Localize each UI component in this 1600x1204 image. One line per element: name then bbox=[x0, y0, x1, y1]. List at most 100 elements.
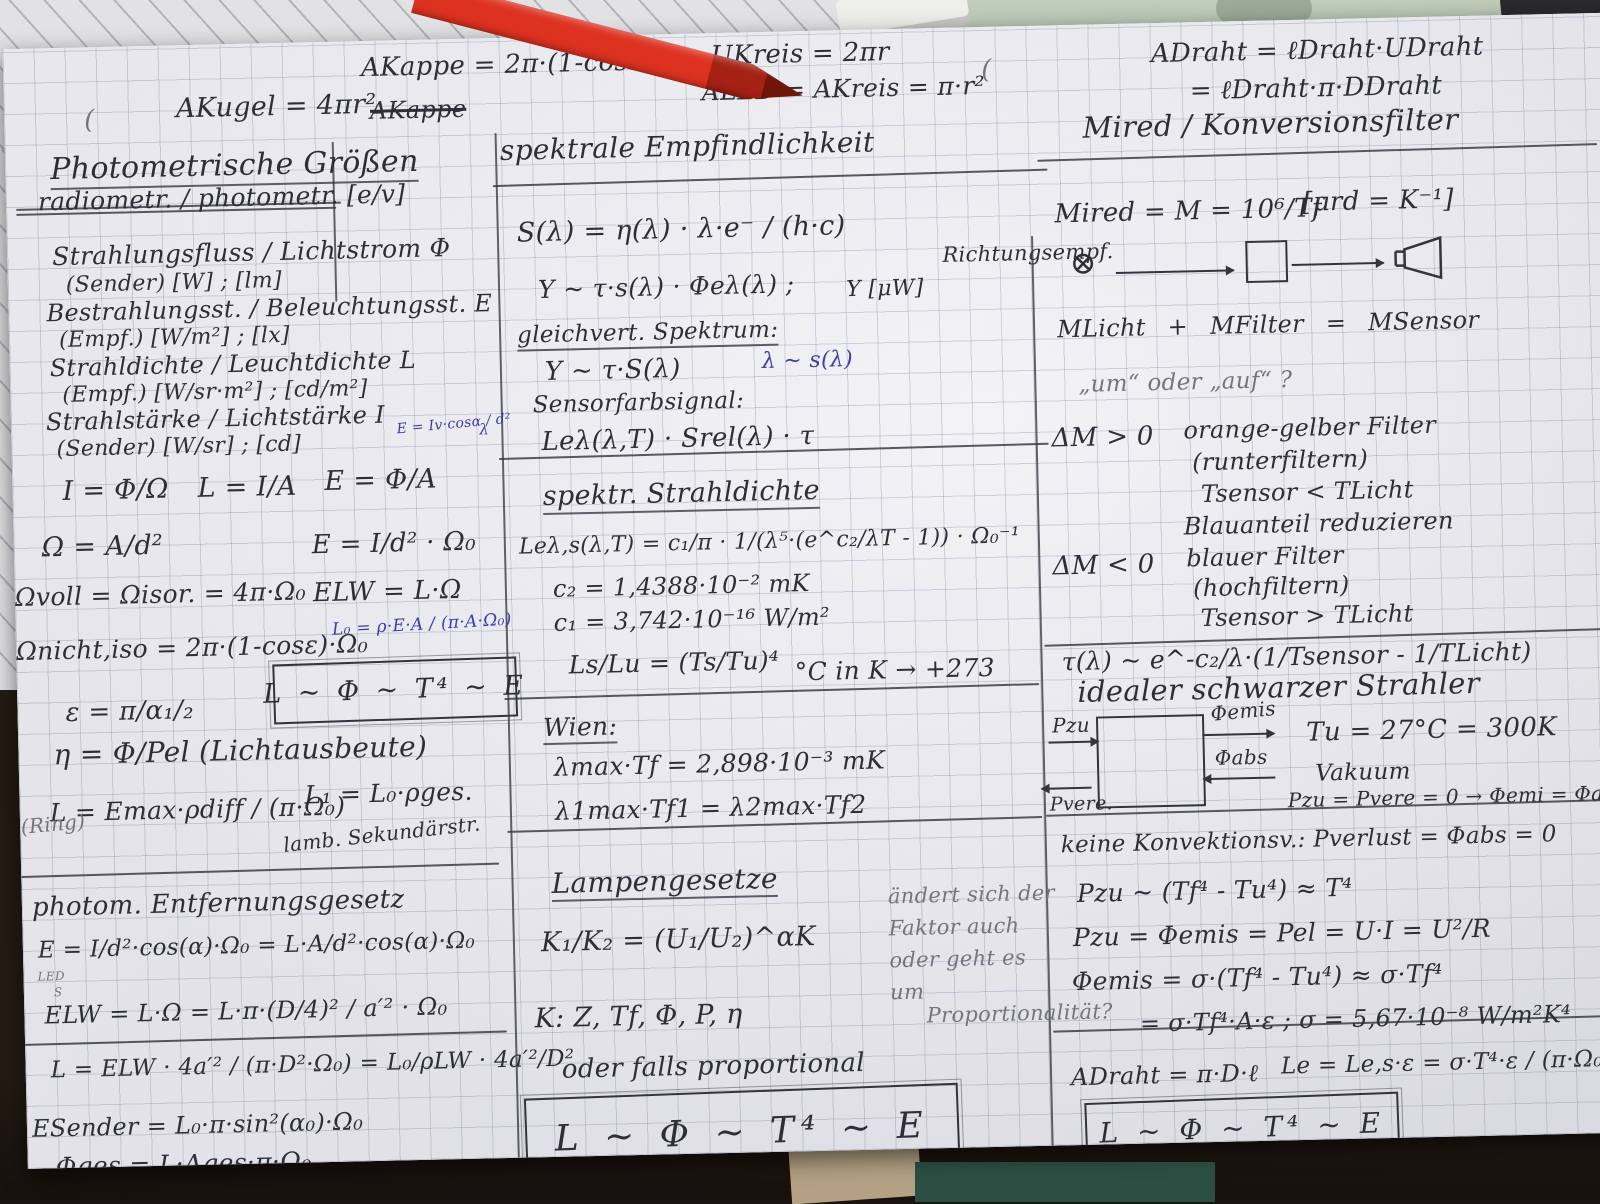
note-factor-question-4: um bbox=[890, 981, 925, 1004]
boxed-proportionality-left: L ~ Φ ~ T⁴ ~ E bbox=[272, 656, 518, 724]
label-orange-filter: orange-gelber Filter bbox=[1183, 413, 1436, 444]
formula-lamp-law: K₁/K₂ = (U₁/U₂)^αK bbox=[541, 923, 816, 958]
divider-line bbox=[493, 169, 1048, 187]
formula-distance-law: E = I/d²·cos(α)·Ω₀ = L·A/d²·cos(α)·Ω₀ bbox=[38, 929, 476, 963]
arrow-phi-abs-icon bbox=[1203, 777, 1275, 781]
note-factor-question-1: ändert sich der bbox=[888, 882, 1055, 908]
label-reduce-blue: Blauanteil reduzieren bbox=[1183, 508, 1454, 539]
subscript-s: S bbox=[54, 986, 63, 999]
formula-k-parameters: K: Z, Tf, Φ, P, η bbox=[534, 1001, 743, 1034]
section-title-wien: Wien: bbox=[543, 713, 618, 745]
formula-radiance: L = I/A bbox=[197, 473, 297, 504]
label-vacuum: Vakuum bbox=[1315, 759, 1411, 785]
formula-luminous-efficacy: η = Φ/Pel (Lichtausbeute) bbox=[53, 732, 427, 770]
formula-stefan-boltzmann: = σ·Tf⁴·A·ε ; σ = 5,67·10⁻⁸ W/m²K⁴ bbox=[1140, 1002, 1572, 1037]
formula-wien-displacement: λmax·Tf = 2,898·10⁻³ mK bbox=[554, 747, 886, 781]
formula-full-solid-angle: Ωvoll = Ωisor. = 4π·Ω₀ bbox=[15, 578, 306, 611]
divider-line bbox=[504, 683, 1039, 700]
divider-line bbox=[21, 863, 499, 878]
label-delta-m-positive: ΔM > 0 bbox=[1051, 423, 1154, 453]
teal-object-bottom bbox=[915, 1162, 1215, 1202]
formula-solid-angle: Ω = A/d² bbox=[42, 532, 164, 563]
note-lambda-margin: λ bbox=[479, 422, 489, 438]
formula-radiance-ratio: Ls/Lu = (Ts/Tu)⁴ bbox=[568, 648, 779, 679]
formula-sender-illuminance: ESender = L₀·π·sin²(α₀)·Ω₀ bbox=[32, 1109, 364, 1142]
formula-spectral-sensitivity: S(λ) = η(λ) · λ·e⁻ / (h·c) bbox=[517, 212, 846, 248]
label-or-if-proportional: oder falls proportional bbox=[562, 1050, 866, 1084]
label-filter-up: (hochfiltern) bbox=[1193, 573, 1350, 602]
arrow-filter-to-sensor-icon bbox=[1292, 262, 1384, 266]
label-ring: (Ring) bbox=[20, 811, 86, 838]
label-intensity-units: (Sender) [W/sr] ; [cd] bbox=[56, 433, 301, 462]
formula-non-iso-solid-angle: Ωnicht,iso = 2π·(1-cosε)·Ω₀ bbox=[16, 631, 368, 665]
section-title-spectral-radiance: spektr. Strahldichte bbox=[542, 477, 820, 516]
label-delta-m-negative: ΔM < 0 bbox=[1052, 551, 1155, 581]
label-flux-units: (Sender) [W] ; [lm] bbox=[66, 269, 282, 297]
formula-mired: Mired = M = 10⁶/Tf bbox=[1054, 195, 1322, 228]
formula-ring-luminance: L = Emax·ρdiff / (π·Ω₀) bbox=[50, 794, 346, 827]
label-phi-abs: Φabs bbox=[1215, 747, 1268, 769]
label-filter-down: (runterfiltern) bbox=[1192, 446, 1368, 475]
formula-wien-two-temps: λ1max·Tf1 = λ2max·Tf2 bbox=[555, 792, 867, 825]
section-title-distance-law: photom. Entfernungsgesetz bbox=[32, 886, 405, 922]
column-divider-left bbox=[495, 133, 520, 1158]
label-radiometric-photometric: radiometr. / photometr. [e/v] bbox=[38, 181, 406, 216]
label-p-in: Pzu bbox=[1052, 715, 1090, 737]
formula-wire-area-2: = ℓDraht·π·DDraht bbox=[1189, 73, 1442, 106]
divider-line bbox=[25, 1030, 507, 1045]
note-illuminance-cosine: E = Iv·cosα / d² bbox=[396, 412, 512, 437]
label-p-vere: Pvere. bbox=[1050, 794, 1113, 815]
formula-secondary-luminance: L₁ = L₀·ρges. bbox=[304, 779, 473, 809]
note-factor-question-2: Faktor auch bbox=[888, 914, 1019, 939]
subscript-led: LED bbox=[37, 970, 65, 983]
formula-emitted-flux: Φemis = σ·(Tf⁴ - Tu⁴) ≈ σ·Tf⁴ bbox=[1072, 961, 1443, 996]
label-y-units: Y [μW] bbox=[846, 276, 924, 301]
filter-box-icon bbox=[1245, 240, 1288, 283]
section-title-mired: Mired / Konversionsfilter bbox=[1082, 104, 1458, 143]
formula-sphere-area: AKugel = 4πr² bbox=[176, 91, 377, 124]
label-sensor-color-signal: Sensorfarbsignal: bbox=[532, 388, 744, 417]
note-um-oder-auf: „um“ oder „auf“ ? bbox=[1078, 368, 1292, 397]
formula-epsilon: ε = π/α₁/₂ bbox=[65, 697, 194, 727]
formula-elw-expanded: ELW = L·Ω = L·π·(D/4)² / a′² · Ω₀ bbox=[44, 994, 448, 1028]
label-blue-filter: blauer Filter bbox=[1186, 543, 1344, 572]
formula-wire-area-bottom: ADraht = π·D·ℓ bbox=[1071, 1061, 1259, 1090]
formula-irradiance: E = Φ/A bbox=[324, 465, 437, 496]
handwritten-formula-sheet: AKugel = 4πr² AKappe = 2π·(1-cosα)·r² AK… bbox=[3, 11, 1600, 1169]
note-lambda-s: λ ~ s(λ) bbox=[762, 348, 854, 373]
formula-planck-radiance: Leλ,s(λ,T) = c₁/π · 1/(λ⁵·(e^c₂/λT - 1))… bbox=[519, 524, 1021, 558]
formula-vacuum-condition: Pzu = Pvere = 0 → Φemi = Φabs bbox=[1288, 783, 1600, 812]
formula-intensity: I = Φ/Ω bbox=[62, 476, 169, 507]
section-title-lamp-laws: Lampengesetze bbox=[551, 864, 778, 903]
paren-mark: ( bbox=[981, 57, 992, 85]
note-factor-question-5: Proportionalität? bbox=[926, 1000, 1112, 1026]
label-mired-units: [μrd = K⁻¹] bbox=[1302, 186, 1454, 217]
section-title-black-body: idealer schwarzer Strahler bbox=[1077, 668, 1480, 708]
section-title-spectral-sensitivity: spektrale Empfindlichkeit bbox=[500, 127, 875, 165]
label-radiant-flux: Strahlungsfluss / Lichtstrom Φ bbox=[52, 235, 451, 270]
lamp-icon: ⊗ bbox=[1069, 246, 1097, 280]
formula-sensor-color-signal: Leλ(λ,T) · Srel(λ) · τ bbox=[541, 423, 814, 456]
label-phi-emis: Φemis bbox=[1210, 698, 1277, 725]
label-tsensor-greater: Tsensor > TLicht bbox=[1200, 601, 1413, 631]
formula-wire-area-1: ADraht = ℓDraht·UDraht bbox=[1151, 34, 1484, 69]
note-celsius-kelvin: °C in K → +273 bbox=[795, 655, 996, 686]
formula-y-uniform: Y ~ τ·S(λ) bbox=[545, 356, 681, 386]
value-c2: c₂ = 1,4388·10⁻² mK bbox=[553, 571, 810, 602]
label-radiant-intensity: Strahlstärke / Lichtstärke I bbox=[46, 403, 385, 436]
arrow-p-in-icon bbox=[1048, 741, 1098, 744]
divider-line bbox=[1037, 143, 1597, 162]
boxed-proportionality-left-text: L ~ Φ ~ T⁴ ~ E bbox=[263, 672, 528, 709]
formula-elw: ELW = L·Ω bbox=[313, 577, 462, 608]
label-irradiance-units: (Empf.) [W/m²] ; [lx] bbox=[59, 324, 290, 352]
arrow-p-vere-icon bbox=[1042, 787, 1092, 790]
arrow-lamp-to-filter-icon bbox=[1116, 269, 1234, 274]
value-ambient-temperature: Tu = 27°C = 300K bbox=[1306, 714, 1557, 747]
formula-sensor-signal-y: Y ~ τ·s(λ) · Φeλ(λ) ; bbox=[538, 271, 795, 303]
paren-mark: ( bbox=[84, 107, 95, 135]
formula-crossed-out: AKappe bbox=[370, 97, 467, 124]
value-c1: c₁ = 3,742·10⁻¹⁶ W/m² bbox=[553, 605, 830, 636]
formula-luminance-from-elw: L = ELW · 4a′² / (π·D²·Ω₀) = L₀/ρLW · 4a… bbox=[50, 1046, 574, 1082]
label-no-convection: keine Konvektionsv.: Pverlust = Φabs = 0 bbox=[1061, 822, 1557, 857]
formula-radiance-emissivity: Le = Le,s·ε = σ·T⁴·ε / (π·Ω₀) bbox=[1281, 1047, 1600, 1079]
